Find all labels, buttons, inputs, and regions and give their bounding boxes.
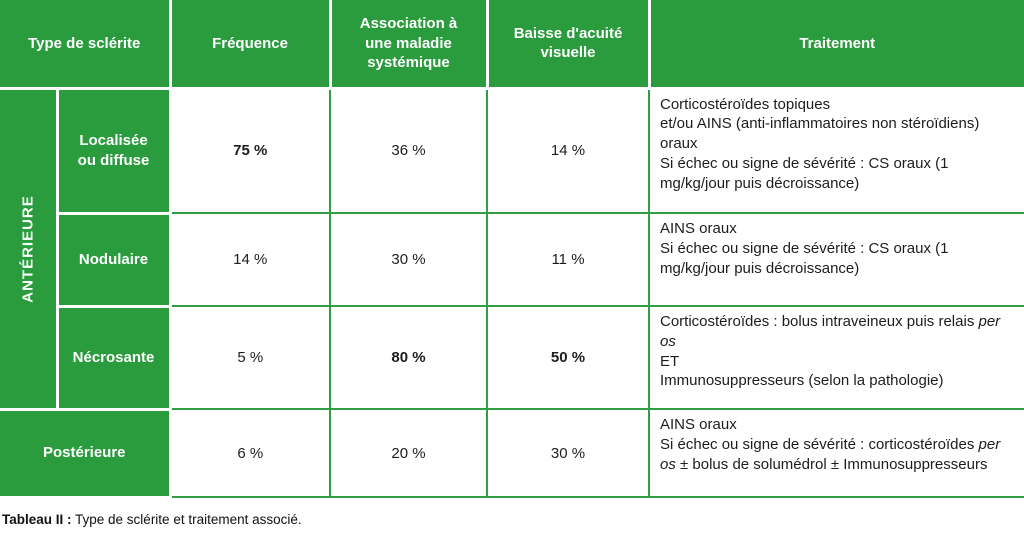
header-type: Type de sclérite: [0, 0, 172, 90]
acuity-cell: 50 %: [486, 305, 650, 410]
association-cell: 20 %: [329, 408, 488, 498]
association-cell: 36 %: [329, 87, 488, 214]
table-row-posterieure: Postérieure 6 % 20 % 30 % AINS oraux Si …: [0, 407, 1024, 499]
acuity-cell: 11 %: [486, 212, 650, 307]
anterior-group-label: ANTÉRIEURE: [19, 194, 36, 303]
caption-text: Type de sclérite et traitement associé.: [71, 511, 302, 527]
row-label-localisee: Localisée ou diffuse: [55, 86, 172, 215]
header-frequency: Fréquence: [168, 0, 332, 90]
table-row-nodulaire: Nodulaire 14 % 30 % 11 % AINS oraux Si é…: [0, 211, 1024, 308]
row-label-posterieure: Postérieure: [0, 407, 172, 499]
treatment-cell: AINS oraux Si échec ou signe de sévérité…: [648, 408, 1024, 498]
acuity-cell: 30 %: [486, 408, 650, 498]
header-acuity: Baisse d'acuité visuelle: [485, 0, 651, 90]
table-row-necrosante: Nécrosante 5 % 80 % 50 % Corticostéroïde…: [0, 304, 1024, 411]
header-row: Type de sclérite Fréquence Association à…: [0, 0, 1024, 90]
header-treatment: Traitement: [647, 0, 1024, 90]
association-cell: 80 %: [329, 305, 488, 410]
row-label-necrosante: Nécrosante: [55, 304, 172, 411]
frequency-cell: 14 %: [169, 212, 331, 307]
table-caption: Tableau II : Type de sclérite et traitem…: [2, 512, 1024, 527]
anterior-group-cell: ANTÉRIEURE: [0, 86, 59, 411]
association-cell: 30 %: [329, 212, 488, 307]
treatment-cell: Corticostéroïdes topiques et/ou AINS (an…: [648, 87, 1024, 214]
frequency-cell: 6 %: [169, 408, 331, 498]
scleritis-table: Type de sclérite Fréquence Association à…: [0, 0, 1024, 499]
row-label-nodulaire: Nodulaire: [55, 211, 172, 308]
acuity-cell: 14 %: [486, 87, 650, 214]
header-association: Association à une maladie systémique: [328, 0, 489, 90]
table-row-localisee: ANTÉRIEURE Localisée ou diffuse 75 % 36 …: [0, 86, 1024, 411]
treatment-cell: AINS oraux Si échec ou signe de sévérité…: [648, 212, 1024, 307]
frequency-cell: 5 %: [169, 305, 331, 410]
caption-label: Tableau II :: [2, 511, 72, 527]
frequency-cell: 75 %: [169, 87, 331, 214]
treatment-cell: Corticostéroïdes : bolus intraveineux pu…: [648, 305, 1024, 410]
